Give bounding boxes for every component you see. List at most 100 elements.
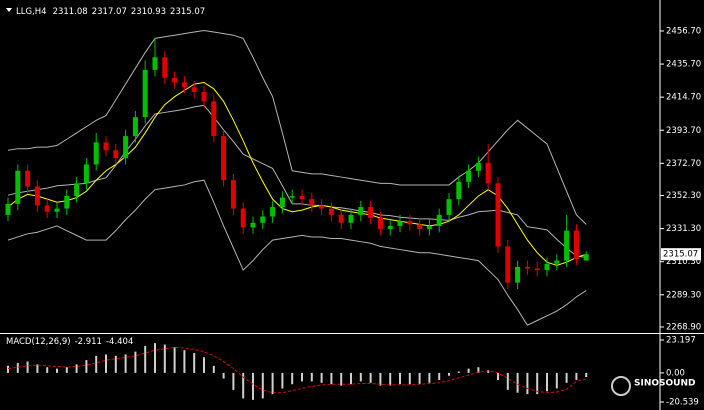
macd-bar xyxy=(340,372,343,386)
macd-bar xyxy=(555,372,558,389)
macd-bar xyxy=(575,372,578,380)
macd-bar xyxy=(389,372,392,386)
macd-bar xyxy=(212,365,215,373)
macd-bar xyxy=(320,372,323,383)
candle-body xyxy=(5,203,11,215)
candle-body xyxy=(524,266,530,269)
y-tick-label: 2435.70 xyxy=(666,60,701,70)
candle-body xyxy=(230,180,236,209)
candle-body xyxy=(309,199,315,206)
candle-body xyxy=(426,225,432,230)
macd-bar xyxy=(477,367,480,373)
macd-bar xyxy=(114,355,117,373)
candle-body xyxy=(338,214,344,223)
candle-body xyxy=(505,246,511,283)
macd-bar xyxy=(65,367,68,373)
candle-body xyxy=(495,183,501,247)
candle-body xyxy=(387,225,393,230)
macd-bar xyxy=(75,364,78,373)
candle-body xyxy=(319,205,325,209)
candle-body xyxy=(74,183,80,196)
candle-body xyxy=(54,208,60,212)
y-tick-label: 2310.30 xyxy=(666,257,701,267)
candle-body xyxy=(436,214,442,226)
macd-bar xyxy=(193,353,196,373)
macd-bar xyxy=(467,368,470,373)
macd-bar xyxy=(506,372,509,390)
macd-bar xyxy=(330,372,333,385)
macd-bar xyxy=(418,372,421,385)
macd-bar xyxy=(438,372,441,380)
macd-bar xyxy=(536,372,539,395)
macd-bar xyxy=(526,372,529,395)
candle-body xyxy=(103,142,109,151)
macd-bar xyxy=(36,364,39,373)
macd-bar xyxy=(585,372,588,378)
macd-bar xyxy=(173,347,176,373)
y-tick-label: 0.00 xyxy=(666,368,685,378)
candle-body xyxy=(93,142,99,165)
macd-bar xyxy=(134,351,137,373)
candle-body xyxy=(466,170,472,182)
candle-body xyxy=(475,162,481,171)
macd-bar xyxy=(154,343,156,373)
macd-bar xyxy=(163,344,166,373)
candle-body xyxy=(515,266,521,283)
candle-body xyxy=(544,263,550,271)
macd-bar xyxy=(95,355,98,373)
macd-bar xyxy=(105,354,107,373)
macd-bar xyxy=(46,367,49,373)
candle-body xyxy=(240,208,246,228)
candle-body xyxy=(456,181,462,200)
candle-body xyxy=(132,117,138,137)
candle-body xyxy=(221,136,227,181)
macd-bar xyxy=(242,372,245,399)
candle-body xyxy=(397,221,403,226)
candle-body xyxy=(211,101,217,137)
candle-body xyxy=(83,164,89,184)
macd-bar xyxy=(428,372,431,383)
macd-bar xyxy=(565,372,568,383)
macd-bar xyxy=(7,365,9,373)
macd-bar xyxy=(457,371,460,373)
macd-bar xyxy=(144,345,147,373)
candle-body xyxy=(142,69,148,118)
high-value: 2317.07 xyxy=(92,7,127,17)
macd-bar xyxy=(183,350,186,373)
candle-body xyxy=(583,254,589,261)
macd-bar xyxy=(261,372,264,399)
macd-bar xyxy=(26,361,29,373)
candle-body xyxy=(328,208,334,215)
macd-bar xyxy=(124,354,127,373)
macd-bar xyxy=(301,372,303,382)
y-tick-label: -20.539 xyxy=(666,398,699,408)
y-tick-label: 2268.90 xyxy=(666,322,701,332)
macd-bar xyxy=(222,372,225,379)
signal-line xyxy=(7,346,587,394)
macd-bar xyxy=(203,357,205,373)
candle-body xyxy=(417,224,423,230)
low-value: 2310.93 xyxy=(131,7,166,17)
y-tick-label: 2352.30 xyxy=(666,191,701,201)
candle-body xyxy=(348,214,354,223)
candle-body xyxy=(377,218,383,230)
macd-bar xyxy=(252,372,254,400)
macd-title: MACD(12,26,9) xyxy=(6,337,71,347)
macd-bar xyxy=(487,370,490,373)
candle-body xyxy=(289,195,295,198)
y-tick-label: 23.197 xyxy=(666,336,696,346)
macd-bar xyxy=(271,372,274,395)
macd-bar xyxy=(281,372,284,389)
candle-body xyxy=(299,195,305,200)
candle-body xyxy=(485,162,491,184)
candle-body xyxy=(534,268,540,271)
current-price-label: 2315.07 xyxy=(663,250,698,260)
macd-bar xyxy=(350,372,352,385)
candle-body xyxy=(446,199,452,215)
candle-body xyxy=(573,230,579,260)
indicator-line xyxy=(7,179,587,326)
candle-body xyxy=(44,205,50,212)
y-tick-label: 2393.70 xyxy=(666,126,701,136)
